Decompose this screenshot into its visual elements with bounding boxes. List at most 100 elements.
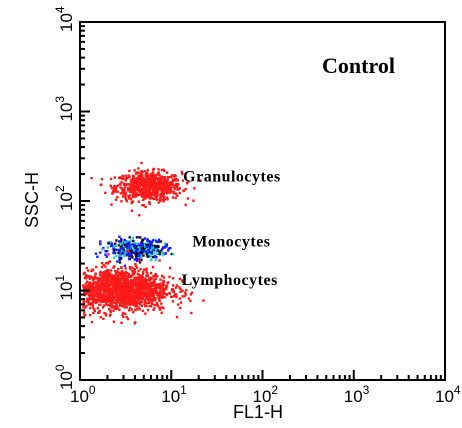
scatter-point (134, 190, 137, 194)
scatter-point (104, 289, 107, 292)
scatter-point (121, 252, 124, 255)
scatter-point (116, 291, 119, 295)
scatter-point (158, 286, 161, 290)
scatter-point (111, 275, 115, 278)
scatter-point (162, 185, 165, 188)
scatter-point (136, 186, 139, 190)
scatter-point (90, 297, 94, 300)
scatter-point (143, 300, 147, 303)
scatter-point (119, 177, 123, 180)
scatter-point (138, 185, 141, 188)
scatter-point (154, 297, 157, 300)
scatter-point (149, 177, 152, 181)
scatter-point (121, 283, 124, 286)
scatter-point (180, 170, 184, 174)
scatter-point (175, 185, 178, 188)
scatter-point (94, 272, 97, 276)
scatter-point (116, 190, 119, 193)
scatter-point (131, 288, 134, 292)
scatter-point (161, 247, 164, 251)
scatter-point (124, 241, 127, 244)
scatter-point (107, 242, 110, 245)
scatter-point (120, 239, 123, 242)
scatter-point (156, 304, 159, 308)
scatter-point (99, 240, 102, 243)
scatter-point (149, 296, 152, 299)
scatter-point (157, 252, 161, 255)
scatter-point (130, 287, 133, 290)
scatter-point (157, 238, 161, 241)
scatter-point (135, 188, 138, 191)
scatter-point (156, 252, 159, 255)
scatter-point (89, 296, 92, 299)
scatter-point (95, 298, 98, 301)
scatter-point (103, 311, 106, 315)
scatter-point (160, 251, 164, 254)
scatter-point (93, 299, 96, 303)
scatter-point (170, 174, 174, 177)
scatter-point (128, 175, 131, 179)
scatter-point (137, 167, 140, 170)
scatter-point (148, 301, 151, 304)
axis-ticks: 100 101 102 103 104 100 101 102 103 104 (53, 6, 461, 406)
scatter-point (160, 182, 163, 185)
scatter-point (154, 188, 157, 191)
scatter-point (158, 299, 161, 303)
scatter-point (143, 181, 146, 185)
scatter-point (135, 302, 138, 306)
scatter-point (136, 189, 140, 192)
scatter-point (83, 287, 86, 290)
scatter-point (140, 247, 143, 250)
scatter-point (154, 181, 157, 184)
scatter-point (152, 248, 156, 252)
scatter-point (160, 306, 164, 309)
scatter-point (159, 198, 162, 201)
scatter-point (122, 248, 125, 251)
scatter-point (127, 281, 130, 284)
scatter-point (141, 245, 144, 248)
scatter-point (110, 242, 113, 245)
scatter-point (100, 178, 104, 181)
scatter-point (178, 187, 181, 190)
scatter-point (152, 274, 155, 278)
y-tick-label: 103 (53, 96, 76, 122)
scatter-point (156, 183, 159, 186)
scatter-point (119, 298, 123, 302)
scatter-point (137, 174, 140, 177)
scatter-point (136, 294, 139, 297)
scatter-point (133, 283, 137, 287)
scatter-point (189, 299, 192, 303)
scatter-point (123, 285, 127, 289)
scatter-point (184, 203, 187, 206)
scatter-point (147, 278, 151, 281)
scatter-point (140, 258, 143, 262)
scatter-point (91, 301, 95, 304)
scatter-point (138, 248, 141, 251)
scatter-point (112, 245, 116, 248)
scatter-point (114, 272, 118, 276)
scatter-point (138, 259, 141, 262)
scatter-point (161, 198, 165, 201)
label-lymphocytes: Lymphocytes (182, 272, 278, 289)
scatter-point (146, 244, 149, 247)
scatter-point (144, 279, 148, 283)
scatter-point (154, 195, 157, 199)
scatter-point (125, 289, 129, 292)
scatter-point (128, 244, 131, 247)
scatter-point (199, 179, 202, 182)
scatter-point (141, 297, 144, 300)
scatter-point (114, 188, 118, 191)
scatter-point (146, 298, 150, 301)
scatter-point (143, 268, 146, 271)
scatter-point (129, 294, 132, 297)
scatter-point (176, 194, 179, 197)
scatter-point (144, 277, 147, 280)
scatter-point (154, 183, 157, 186)
scatter-point (141, 198, 145, 201)
y-tick-label: 101 (53, 275, 76, 301)
scatter-point (109, 310, 112, 313)
scatter-point (109, 303, 112, 306)
scatter-point (163, 177, 166, 180)
scatter-point (145, 243, 148, 246)
scatter-point (119, 182, 122, 185)
